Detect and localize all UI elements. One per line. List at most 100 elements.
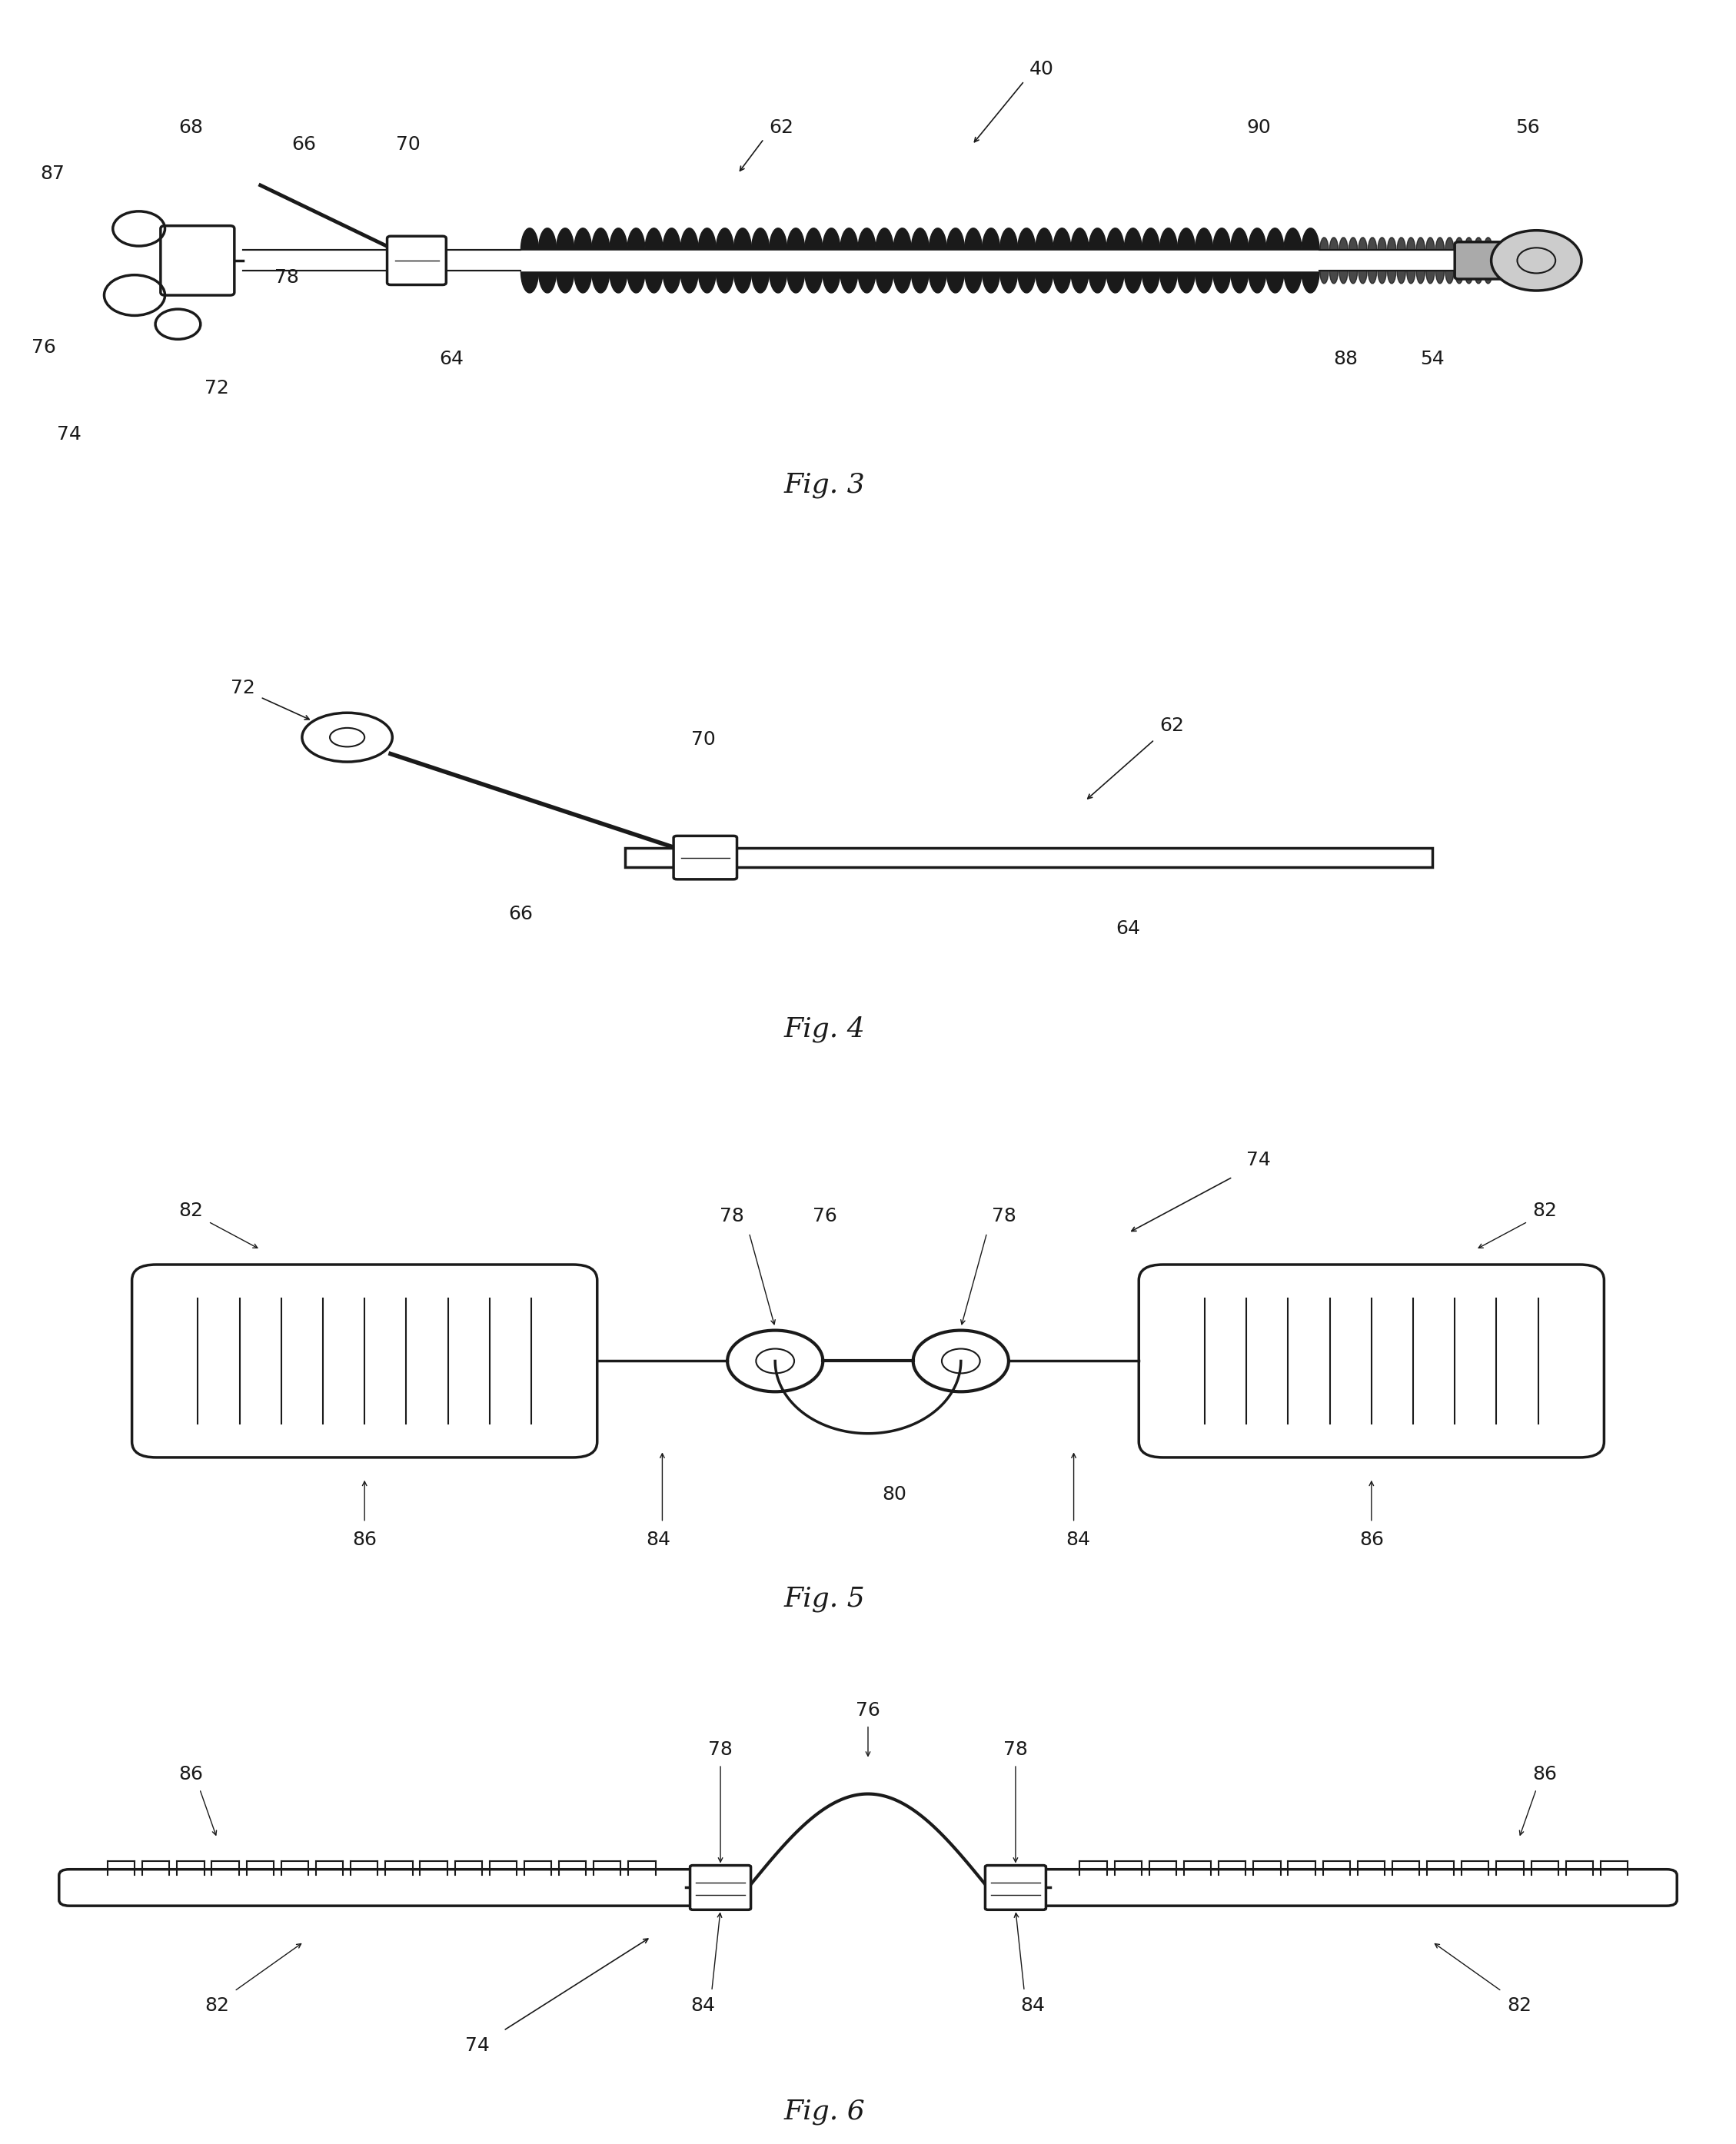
- Polygon shape: [521, 227, 538, 251]
- Polygon shape: [1213, 270, 1231, 294]
- Polygon shape: [1378, 270, 1387, 283]
- Polygon shape: [1302, 227, 1319, 251]
- Polygon shape: [1465, 238, 1474, 251]
- Polygon shape: [1106, 270, 1125, 294]
- Polygon shape: [875, 270, 894, 294]
- Polygon shape: [752, 227, 769, 251]
- Polygon shape: [1406, 238, 1415, 251]
- Polygon shape: [521, 270, 538, 294]
- FancyBboxPatch shape: [1455, 242, 1536, 279]
- Polygon shape: [734, 227, 752, 251]
- Text: 66: 66: [292, 135, 316, 154]
- Polygon shape: [946, 227, 965, 251]
- Polygon shape: [575, 270, 592, 294]
- Text: 70: 70: [691, 731, 715, 748]
- FancyBboxPatch shape: [387, 236, 446, 285]
- Polygon shape: [1125, 270, 1142, 294]
- Polygon shape: [806, 270, 823, 294]
- Polygon shape: [1455, 238, 1463, 251]
- Text: 86: 86: [179, 1765, 203, 1784]
- Polygon shape: [1248, 270, 1266, 294]
- FancyBboxPatch shape: [674, 836, 738, 879]
- Polygon shape: [1349, 238, 1358, 251]
- Text: 84: 84: [691, 1996, 715, 2015]
- Polygon shape: [663, 270, 681, 294]
- Polygon shape: [1368, 270, 1377, 283]
- Text: Fig. 4: Fig. 4: [785, 1016, 865, 1042]
- Polygon shape: [1484, 238, 1493, 251]
- Polygon shape: [1054, 270, 1071, 294]
- Polygon shape: [858, 270, 875, 294]
- Polygon shape: [1425, 238, 1434, 251]
- Polygon shape: [786, 270, 806, 294]
- Polygon shape: [1017, 270, 1035, 294]
- Polygon shape: [983, 270, 1000, 294]
- Polygon shape: [1338, 270, 1347, 283]
- Text: 68: 68: [179, 118, 203, 137]
- Polygon shape: [592, 270, 609, 294]
- Polygon shape: [1125, 227, 1142, 251]
- Polygon shape: [1465, 270, 1474, 283]
- Polygon shape: [929, 270, 946, 294]
- Text: 72: 72: [205, 379, 229, 397]
- Polygon shape: [715, 227, 734, 251]
- Polygon shape: [1358, 238, 1368, 251]
- Polygon shape: [1474, 238, 1483, 251]
- FancyBboxPatch shape: [1139, 1265, 1604, 1458]
- Polygon shape: [769, 270, 786, 294]
- Polygon shape: [646, 270, 663, 294]
- FancyBboxPatch shape: [625, 847, 1432, 868]
- Polygon shape: [575, 227, 592, 251]
- Polygon shape: [1194, 227, 1213, 251]
- Polygon shape: [894, 227, 911, 251]
- Polygon shape: [840, 270, 858, 294]
- Polygon shape: [663, 227, 681, 251]
- Polygon shape: [627, 270, 646, 294]
- Polygon shape: [1436, 238, 1444, 251]
- Polygon shape: [1358, 270, 1368, 283]
- Polygon shape: [1387, 238, 1396, 251]
- Polygon shape: [698, 270, 715, 294]
- Polygon shape: [1397, 270, 1406, 283]
- Polygon shape: [1017, 227, 1035, 251]
- Polygon shape: [1474, 270, 1483, 283]
- FancyBboxPatch shape: [59, 1870, 705, 1906]
- Polygon shape: [1142, 227, 1160, 251]
- Text: 78: 78: [708, 1741, 733, 1758]
- Polygon shape: [1444, 270, 1455, 283]
- Polygon shape: [646, 227, 663, 251]
- Polygon shape: [1338, 238, 1347, 251]
- Polygon shape: [1330, 270, 1338, 283]
- Polygon shape: [1160, 270, 1177, 294]
- Text: 74: 74: [465, 2037, 490, 2054]
- Polygon shape: [1088, 227, 1106, 251]
- Text: 72: 72: [231, 678, 255, 697]
- Polygon shape: [1231, 270, 1248, 294]
- Polygon shape: [1319, 270, 1328, 283]
- Text: 74: 74: [1246, 1151, 1271, 1171]
- Polygon shape: [592, 227, 609, 251]
- Text: 86: 86: [352, 1531, 377, 1548]
- Text: 82: 82: [1533, 1201, 1557, 1220]
- Text: 76: 76: [856, 1700, 880, 1719]
- Polygon shape: [840, 227, 858, 251]
- Text: 76: 76: [31, 339, 56, 356]
- Polygon shape: [734, 270, 752, 294]
- Text: 78: 78: [991, 1207, 1017, 1226]
- Text: 78: 78: [719, 1207, 745, 1226]
- Text: 66: 66: [509, 905, 533, 924]
- FancyBboxPatch shape: [132, 1265, 597, 1458]
- Text: 56: 56: [1516, 118, 1540, 137]
- Polygon shape: [1368, 238, 1377, 251]
- Polygon shape: [806, 227, 823, 251]
- Polygon shape: [911, 270, 929, 294]
- Text: 84: 84: [1021, 1996, 1045, 2015]
- Text: 84: 84: [1066, 1531, 1090, 1548]
- Text: 78: 78: [1003, 1741, 1028, 1758]
- Text: 80: 80: [882, 1486, 906, 1505]
- Polygon shape: [1266, 227, 1285, 251]
- Polygon shape: [1425, 270, 1434, 283]
- Polygon shape: [698, 227, 715, 251]
- FancyBboxPatch shape: [1031, 1870, 1677, 1906]
- Polygon shape: [786, 227, 806, 251]
